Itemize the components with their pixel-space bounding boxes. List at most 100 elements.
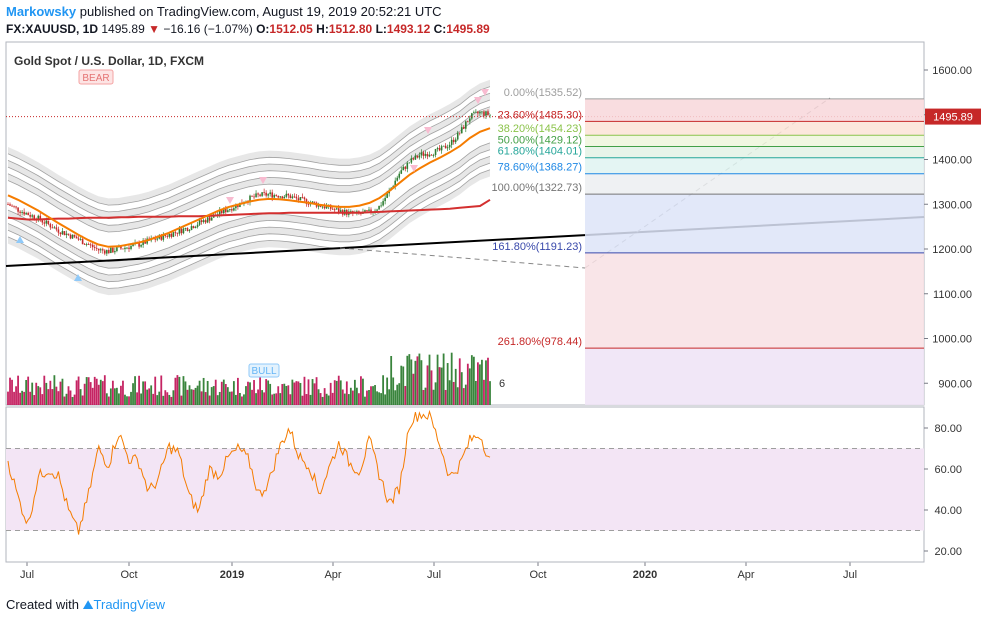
volume-bar (172, 390, 175, 405)
tradingview-brand[interactable]: TradingView (93, 597, 166, 612)
volume-bar (472, 356, 475, 405)
volume-bar (335, 380, 338, 405)
candle-body (83, 244, 86, 245)
volume-bar (93, 376, 96, 405)
volume-bar (275, 393, 278, 405)
candle-body (487, 111, 489, 115)
candle-body (196, 224, 199, 227)
time-tick-label: Apr (737, 569, 754, 581)
volume-bar (19, 392, 22, 405)
candle-body (95, 247, 98, 249)
candle-body (126, 247, 128, 249)
fib-level-label: 61.80%(1404.01) (498, 146, 582, 158)
volume-bar (319, 393, 322, 405)
volume-bar (116, 387, 118, 405)
candle-body (408, 162, 411, 164)
volume-bar (458, 358, 461, 405)
candle-body (301, 197, 304, 198)
volume-bar (462, 388, 465, 405)
volume-bar (21, 390, 24, 405)
candle-body (128, 247, 130, 249)
candle-body (253, 196, 255, 198)
volume-bar (313, 383, 316, 405)
volume-bar (237, 377, 239, 405)
volume-bar (136, 392, 138, 405)
volume-bar (442, 353, 445, 405)
envelope-band-line (7, 142, 491, 262)
volume-bar (37, 386, 40, 405)
rsi-tick-label: 20.00 (934, 546, 962, 558)
candle-body (51, 227, 54, 229)
volume-bar (122, 380, 124, 405)
candle-body (440, 146, 443, 151)
volume-bar (416, 356, 419, 405)
candle-body (37, 215, 40, 221)
fib-level-label: 50.00%(1429.12) (498, 134, 582, 146)
volume-bar (39, 387, 42, 405)
candle-body (364, 210, 366, 213)
candle-body (295, 196, 298, 199)
candle-body (386, 193, 388, 198)
candle-body (303, 197, 306, 200)
candle-body (188, 229, 191, 232)
candle-body (93, 247, 96, 248)
volume-tag-label: 6 (499, 378, 505, 390)
volume-bar (140, 393, 143, 405)
candle-body (27, 212, 29, 216)
volume-bar (97, 384, 100, 405)
candle-body (317, 204, 320, 207)
volume-bar (220, 381, 223, 405)
price-tick-label: 1400.00 (932, 155, 972, 167)
candle-body (291, 196, 294, 199)
volume-bar (249, 382, 251, 405)
candle-body (370, 209, 372, 213)
candle-body (164, 234, 167, 236)
candle-body (71, 234, 74, 239)
candle-body (67, 233, 70, 235)
author-name[interactable]: Markowsky (6, 4, 77, 19)
volume-bar (61, 378, 64, 405)
candle-body (206, 217, 209, 223)
candle-body (208, 217, 211, 221)
volume-bar (476, 362, 479, 405)
volume-bar (428, 354, 431, 405)
candle-body (65, 233, 68, 236)
candle-body (396, 177, 399, 181)
volume-bar (289, 394, 292, 405)
volume-bar (444, 389, 447, 405)
volume-bar (144, 381, 147, 405)
volume-bar (228, 391, 231, 405)
candle-body (485, 111, 487, 116)
volume-bar (13, 391, 15, 405)
volume-bar (158, 391, 161, 405)
volume-bar (360, 376, 362, 405)
candle-body (394, 180, 397, 187)
volume-bar (150, 385, 153, 405)
fib-zone (585, 135, 924, 147)
volume-bar (386, 377, 389, 405)
volume-bar (202, 377, 205, 405)
candle-body (285, 193, 288, 197)
volume-bar (160, 375, 163, 405)
volume-bar (339, 380, 342, 405)
volume-bar (208, 395, 211, 405)
volume-bar (67, 386, 70, 405)
candle-body (481, 111, 483, 113)
close-value: 1495.89 (446, 22, 490, 36)
volume-bar (138, 375, 140, 405)
ema-series (7, 127, 491, 248)
candle-body (434, 149, 437, 156)
volume-bar (454, 368, 457, 405)
candle-body (331, 208, 334, 210)
candle-body (23, 211, 25, 215)
volume-bar (222, 379, 225, 405)
volume-bar (232, 381, 235, 405)
candle-body (430, 154, 433, 156)
candle-body (271, 192, 273, 198)
candle-body (122, 248, 124, 250)
rsi-tick-label: 80.00 (934, 423, 962, 435)
candle-body (436, 148, 439, 150)
volume-bar (434, 382, 437, 405)
volume-bar (311, 379, 314, 405)
